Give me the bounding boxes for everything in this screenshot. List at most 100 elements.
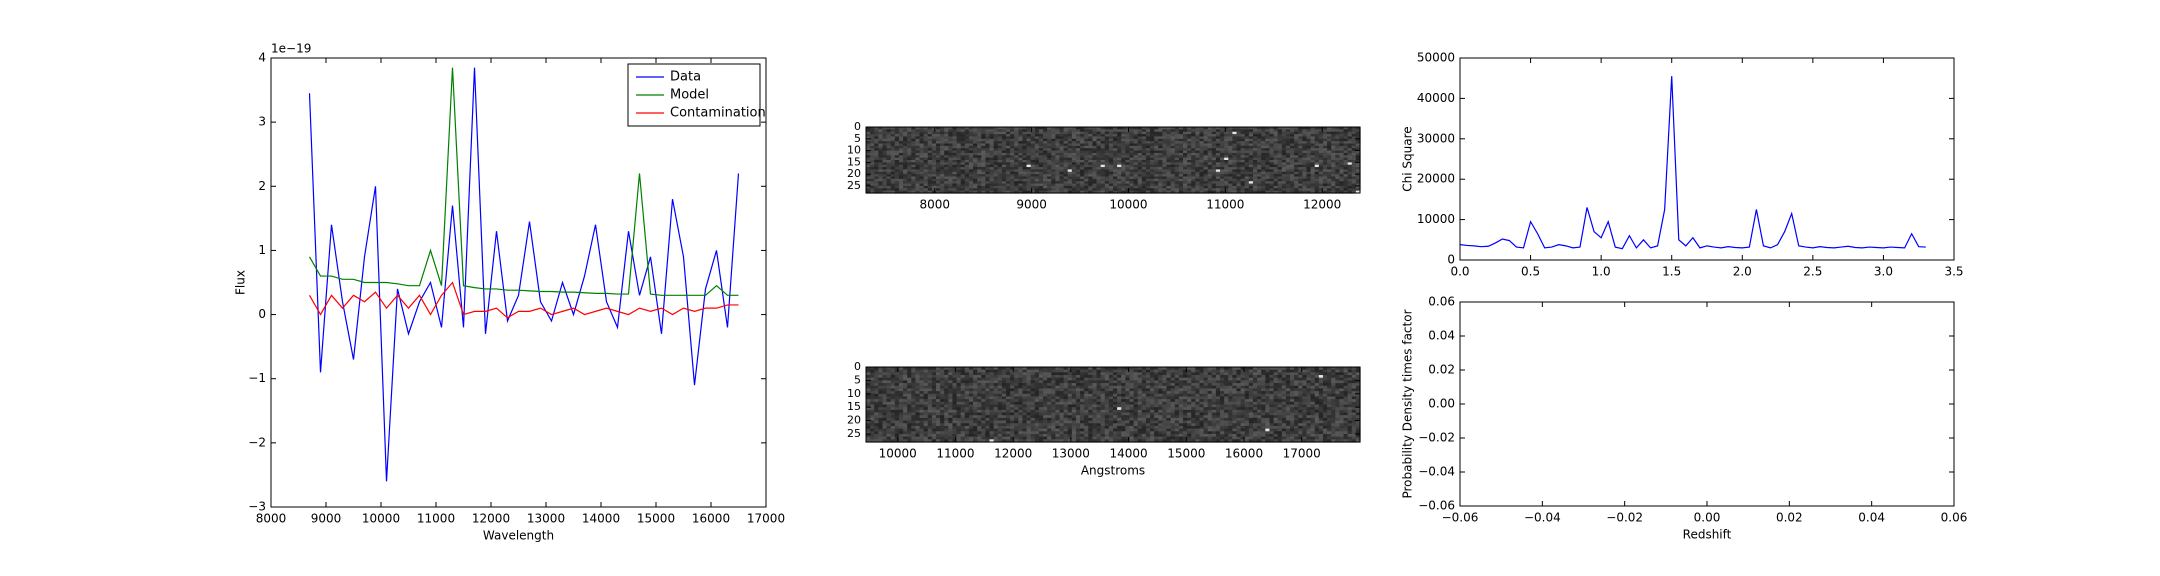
pixel: [1162, 160, 1168, 163]
pixel: [1154, 141, 1159, 145]
pixel: [1290, 143, 1295, 147]
pixel: [1306, 393, 1312, 398]
pixel: [1314, 396, 1320, 400]
pixel: [874, 143, 879, 147]
pixel: [977, 385, 982, 390]
pixel: [1137, 396, 1143, 400]
pixel: [935, 136, 941, 140]
pixel: [1088, 176, 1094, 180]
pixel: [1343, 176, 1349, 180]
pixel: [1088, 377, 1094, 381]
pixel: [882, 367, 888, 371]
pixel: [886, 157, 892, 161]
pixel: [1162, 367, 1168, 371]
pixel: [1084, 127, 1089, 130]
pixel: [1310, 141, 1316, 145]
pixel: [1236, 181, 1242, 185]
pixel: [907, 372, 912, 376]
pixel: [1273, 134, 1279, 138]
pixel: [915, 162, 921, 166]
pixel: [890, 181, 896, 185]
pixel: [1302, 178, 1308, 182]
pixel: [1096, 131, 1102, 135]
pixel: [1310, 162, 1316, 166]
pixel: [1084, 380, 1089, 384]
pixel: [1351, 377, 1357, 381]
pixel: [886, 164, 892, 168]
pixel: [1084, 399, 1089, 403]
pixel: [1195, 160, 1201, 163]
pixel: [1331, 383, 1336, 387]
pixel: [1005, 131, 1011, 135]
pixel: [964, 375, 970, 379]
pixel: [915, 391, 921, 395]
pixel: [903, 375, 908, 379]
pixel: [1170, 396, 1176, 400]
pixel: [1001, 183, 1007, 187]
pixel: [1261, 174, 1266, 178]
pixel: [1005, 160, 1011, 163]
pixel: [964, 145, 970, 149]
pixel: [1232, 188, 1238, 192]
pixel: [1298, 134, 1303, 138]
pixel: [1199, 190, 1205, 194]
pixel: [1257, 145, 1262, 149]
pixel: [1191, 162, 1196, 166]
pixel: [1215, 162, 1221, 166]
pixel: [923, 388, 929, 392]
pixel: [960, 188, 966, 192]
pixel: [1306, 385, 1312, 390]
pixel: [1327, 393, 1332, 398]
pixel: [1051, 127, 1056, 130]
pixel: [874, 160, 879, 163]
pixel: [1137, 129, 1143, 133]
pixel: [1150, 372, 1155, 376]
pixel: [1265, 164, 1271, 168]
pixel: [1232, 174, 1238, 178]
pixel: [1096, 393, 1102, 398]
pixel: [973, 380, 978, 384]
pixel: [944, 393, 949, 398]
pixel: [1150, 138, 1155, 142]
pixel: [1203, 174, 1209, 178]
pixel: [1055, 155, 1061, 159]
pixel: [1228, 141, 1233, 145]
pixel: [1178, 399, 1184, 403]
pixel: [1080, 138, 1085, 142]
pixel: [960, 391, 966, 395]
pixel: [1018, 167, 1024, 171]
pixel: [1170, 185, 1176, 189]
pixel: [977, 372, 982, 376]
pixel: [907, 131, 912, 135]
pixel: [935, 152, 941, 156]
pixel: [1310, 134, 1316, 138]
pixel: [1244, 148, 1250, 152]
pixel: [1129, 377, 1135, 381]
pixel: [911, 399, 916, 403]
pixel: [1335, 138, 1341, 142]
pixel: [1310, 190, 1316, 194]
pixel: [1228, 152, 1233, 156]
pixel: [1248, 141, 1254, 145]
pixel: [1080, 367, 1085, 371]
pixel: [1014, 164, 1019, 168]
pixel: [1322, 388, 1328, 392]
pixel: [993, 377, 999, 381]
pixel: [1043, 174, 1048, 178]
pixel: [948, 174, 954, 178]
pixel: [903, 157, 908, 161]
pixel: [1022, 181, 1028, 185]
pixel: [1170, 155, 1176, 159]
pixel: [1207, 145, 1213, 149]
pixel: [977, 174, 982, 178]
pixel: [968, 383, 974, 387]
pixel: [915, 367, 921, 371]
pixel: [1174, 185, 1180, 189]
pixel: [919, 157, 925, 161]
pixel: [1178, 388, 1184, 392]
pixel: [1047, 375, 1052, 379]
pixel: [1322, 185, 1328, 189]
pixel: [1195, 157, 1201, 161]
pixel: [1347, 157, 1353, 161]
pixel: [898, 176, 904, 180]
